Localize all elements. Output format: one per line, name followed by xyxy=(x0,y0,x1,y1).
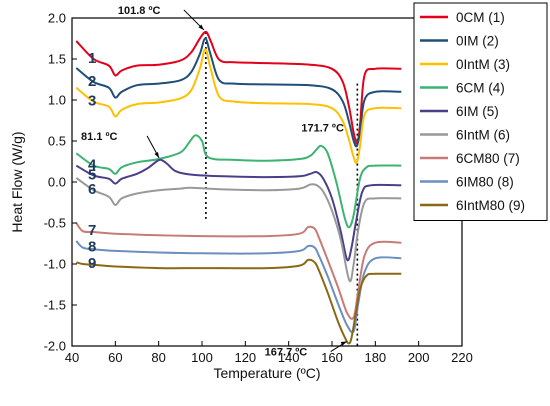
legend-entry: 6CM80 (7) xyxy=(456,151,520,166)
x-tick-label: 60 xyxy=(108,350,122,365)
x-tick-label: 180 xyxy=(364,350,386,365)
x-tick-label: 120 xyxy=(234,350,256,365)
y-axis-ticks: -2.0 -1.5 -1.0 -0.5 0.0 0.5 1.0 1.5 2.0 xyxy=(44,11,77,354)
annotation-label: 81.1 ºC xyxy=(81,131,117,143)
y-tick-label: 1.5 xyxy=(48,52,66,67)
legend-entry: 0IM (2) xyxy=(456,34,499,49)
y-axis-title: Heat Flow (W/g) xyxy=(9,131,25,232)
annotation-label: 101.8 ºC xyxy=(118,5,161,17)
peak-annotations: 101.8 ºC 81.1 ºC 171.7 ºC 167.7 ºC xyxy=(81,5,347,359)
legend-entry: 0IntM (3) xyxy=(456,57,510,72)
curve-number-labels: 1 2 3 456 789 xyxy=(88,50,97,272)
y-tick-label: -1.0 xyxy=(44,257,66,272)
x-tick-label: 140 xyxy=(278,350,300,365)
y-tick-label: 1.0 xyxy=(48,93,66,108)
curve-number-label: 4 xyxy=(88,157,97,174)
y-tick-label: -1.5 xyxy=(44,298,66,313)
curve-number-label: 9 xyxy=(88,255,96,272)
curve-number-label: 7 xyxy=(88,222,96,239)
annotation-arrowhead xyxy=(198,24,204,30)
annotation-label: 167.7 ºC xyxy=(265,347,308,359)
series-line-3 xyxy=(75,48,402,164)
series-line-5 xyxy=(75,158,402,262)
series-line-1 xyxy=(75,30,402,145)
y-tick-label: 0.0 xyxy=(48,175,66,190)
x-tick-label: 100 xyxy=(191,350,213,365)
curve-number-label: 6 xyxy=(88,181,96,198)
curve-number-label: 8 xyxy=(88,239,96,256)
series-line-2 xyxy=(75,37,402,148)
annotation-label: 171.7 ºC xyxy=(301,122,344,134)
y-tick-label: -2.0 xyxy=(44,339,66,354)
x-axis-ticks: 40 60 80 100 120 140 160 180 200 220 xyxy=(65,341,473,365)
series-lines xyxy=(75,30,402,345)
x-tick-label: 40 xyxy=(65,350,79,365)
legend-entry: 6IM (5) xyxy=(456,104,499,119)
series-line-9 xyxy=(76,258,402,345)
series-line-4 xyxy=(75,134,402,229)
x-axis-title: Temperature (ºC) xyxy=(213,365,320,381)
curve-number-label: 3 xyxy=(88,93,96,110)
legend-entry: 0CM (1) xyxy=(456,10,505,25)
legend-entry: 6IM80 (8) xyxy=(456,175,514,190)
legend-entry: 6IntM80 (9) xyxy=(456,198,525,213)
y-tick-label: 2.0 xyxy=(48,11,66,26)
curve-number-label: 2 xyxy=(88,73,96,90)
x-tick-label: 220 xyxy=(451,350,473,365)
legend-entry: 6CM (4) xyxy=(456,81,505,96)
legend-entry: 6IntM (6) xyxy=(456,128,510,143)
y-tick-label: -0.5 xyxy=(44,216,66,231)
x-tick-label: 160 xyxy=(321,350,343,365)
series-line-6 xyxy=(75,177,402,283)
legend: 0CM (1) 0IM (2) 0IntM (3) 6CM (4) 6IM (5) 6In… xyxy=(413,2,548,221)
annotation-arrowhead xyxy=(154,151,160,158)
curve-number-label: 1 xyxy=(88,50,96,67)
y-tick-label: 0.5 xyxy=(48,134,66,149)
annotation-arrowhead xyxy=(340,341,347,346)
x-tick-label: 80 xyxy=(151,350,165,365)
x-tick-label: 200 xyxy=(408,350,430,365)
curve-number-label: 5 xyxy=(88,166,96,183)
series-line-7 xyxy=(75,222,402,320)
